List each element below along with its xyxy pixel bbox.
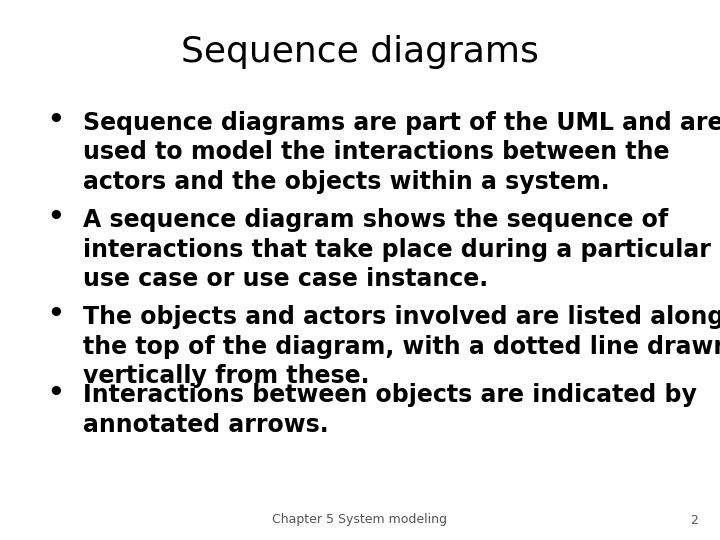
Text: •: • [47,205,63,231]
Text: Sequence diagrams are part of the UML and are
used to model the interactions bet: Sequence diagrams are part of the UML an… [83,111,720,194]
Text: Chapter 5 System modeling: Chapter 5 System modeling [272,514,448,526]
Text: •: • [47,108,63,134]
Text: •: • [47,302,63,328]
Text: Sequence diagrams: Sequence diagrams [181,35,539,69]
Text: 2: 2 [690,514,698,526]
Text: Interactions between objects are indicated by
annotated arrows.: Interactions between objects are indicat… [83,383,697,437]
Text: •: • [47,381,63,407]
Text: The objects and actors involved are listed along
the top of the diagram, with a : The objects and actors involved are list… [83,305,720,388]
Text: A sequence diagram shows the sequence of
interactions that take place during a p: A sequence diagram shows the sequence of… [83,208,711,291]
